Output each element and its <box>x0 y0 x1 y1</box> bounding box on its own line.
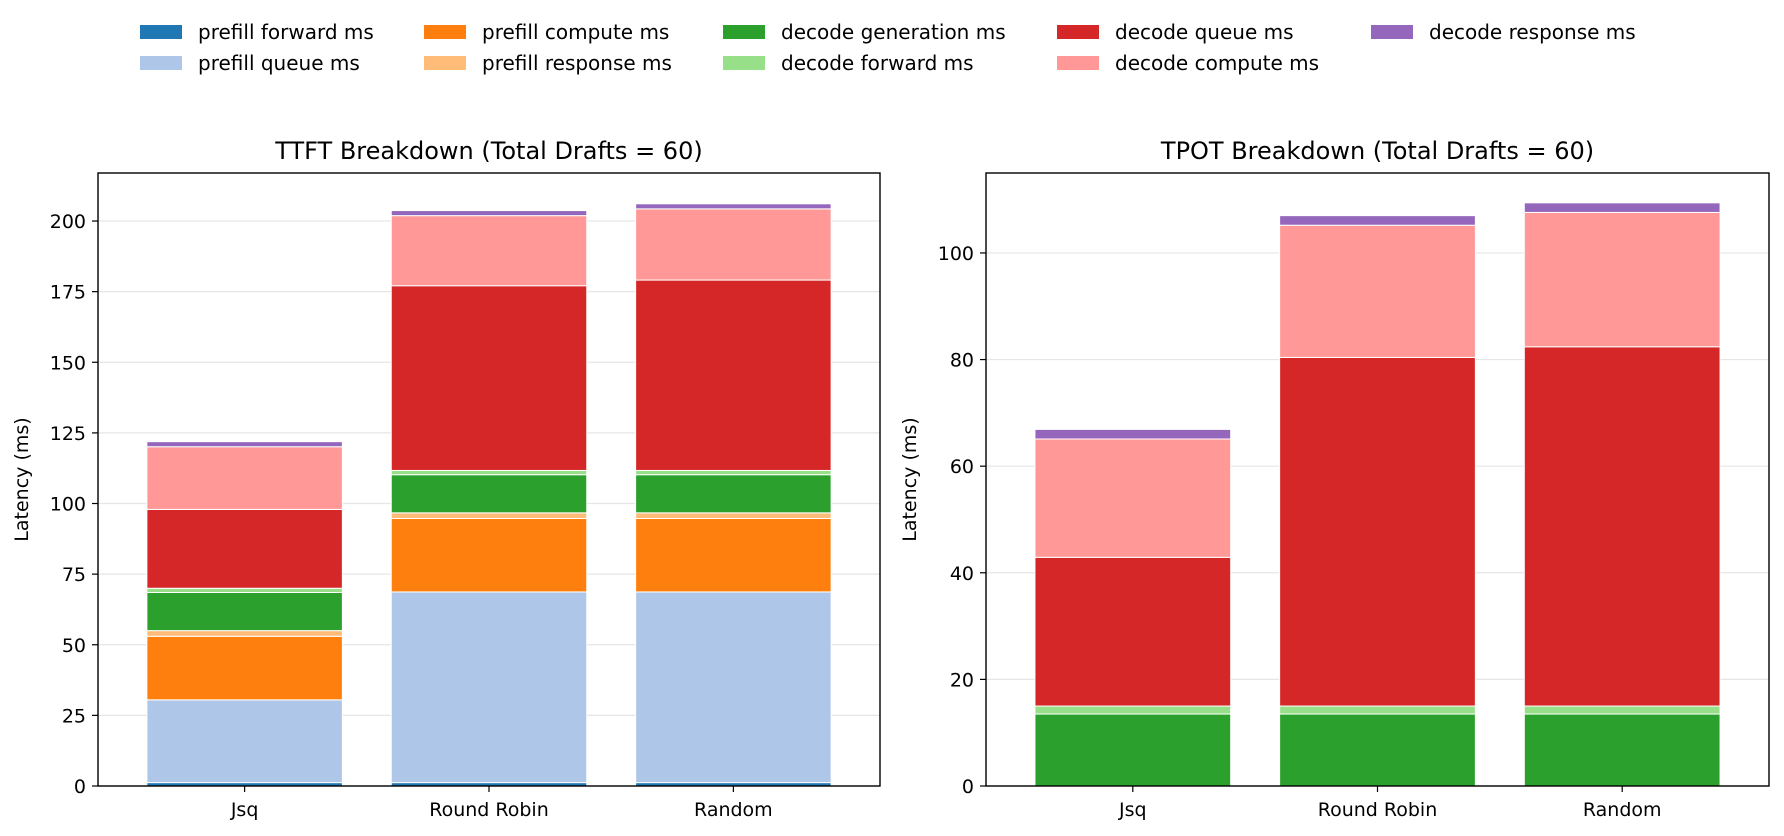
legend-item-decode-response-ms: decode response ms <box>1371 20 1636 44</box>
bar-segment-jsq-decode-compute-ms <box>146 446 343 510</box>
legend-item-prefill-forward-ms: prefill forward ms <box>140 20 374 44</box>
ttft-panel: Jsq Round Robin Random 0 25 50 75 100 125 150 175 2… <box>11 137 881 821</box>
legend-swatch <box>723 56 765 70</box>
y-tick-label: 150 <box>50 352 86 374</box>
x-tick-label: Round Robin <box>429 799 549 821</box>
x-tick-label: Random <box>1583 799 1662 821</box>
y-axis-label: Latency (ms) <box>899 417 921 541</box>
bar-segment-round-robin-decode-compute-ms <box>390 215 588 287</box>
legend-item-decode-compute-ms: decode compute ms <box>1057 51 1319 75</box>
chart-title: TPOT Breakdown (Total Drafts = 60) <box>1160 137 1594 165</box>
bar-segment-jsq-decode-queue-ms <box>146 508 343 589</box>
bar-segment-random-prefill-response-ms <box>635 512 832 519</box>
y-tick-label: 50 <box>62 635 86 657</box>
chart-title: TTFT Breakdown (Total Drafts = 60) <box>274 137 702 165</box>
bar-segment-random-decode-generation-ms <box>1523 713 1721 787</box>
legend-item-decode-forward-ms: decode forward ms <box>723 51 974 75</box>
x-tick-label: Jsq <box>1118 799 1147 821</box>
y-axis-label: Latency (ms) <box>11 417 33 541</box>
bar-segment-jsq-prefill-compute-ms <box>146 635 343 701</box>
bar-segment-round-robin-decode-queue-ms <box>1279 356 1476 707</box>
y-tick-label: 125 <box>50 423 86 445</box>
legend-item-prefill-queue-ms: prefill queue ms <box>140 51 360 75</box>
bar-segment-random-prefill-compute-ms <box>635 517 832 593</box>
x-tick-label: Random <box>694 799 773 821</box>
legend-item-prefill-response-ms: prefill response ms <box>424 51 672 75</box>
legend-swatch <box>140 25 182 39</box>
legend-swatch <box>1057 56 1099 70</box>
y-tick-label: 0 <box>962 776 974 798</box>
legend-label: prefill compute ms <box>482 20 669 44</box>
bar-segment-round-robin-prefill-response-ms <box>390 512 588 519</box>
legend: prefill forward ms prefill queue ms prefil… <box>140 20 1636 75</box>
legend-swatch <box>1057 25 1099 39</box>
y-tick-label: 75 <box>62 564 86 586</box>
bar-segment-random-decode-response-ms <box>635 203 832 210</box>
bar-segment-round-robin-decode-response-ms <box>390 210 588 217</box>
legend-label: prefill response ms <box>482 51 672 75</box>
bar-segment-jsq-decode-generation-ms <box>146 591 343 632</box>
y-tick-label: 200 <box>50 211 86 233</box>
legend-swatch <box>1371 25 1413 39</box>
bar-segment-random-decode-generation-ms <box>635 474 832 514</box>
tpot-panel: Jsq Round Robin Random 0 20 40 60 80 100 TPOT Bre… <box>899 137 1770 821</box>
legend-swatch <box>424 56 466 70</box>
bar-segment-round-robin-decode-forward-ms <box>1279 705 1476 715</box>
bar-segment-round-robin-decode-response-ms <box>1279 215 1476 226</box>
bar-segment-round-robin-decode-generation-ms <box>390 474 588 514</box>
y-tick-label: 100 <box>938 243 974 265</box>
legend-swatch <box>424 25 466 39</box>
bar-segment-jsq-decode-forward-ms <box>146 587 343 593</box>
axes-frame <box>985 172 1770 787</box>
bar-segment-round-robin-decode-generation-ms <box>1279 713 1476 787</box>
bar-segment-jsq-decode-forward-ms <box>1034 705 1232 715</box>
bar-segment-jsq-decode-response-ms <box>146 441 343 448</box>
bar-segment-round-robin-decode-queue-ms <box>390 285 588 471</box>
legend-item-decode-generation-ms: decode generation ms <box>723 20 1006 44</box>
legend-label: prefill queue ms <box>198 51 360 75</box>
bar-segment-random-decode-compute-ms <box>635 208 832 281</box>
legend-item-decode-queue-ms: decode queue ms <box>1057 20 1294 44</box>
legend-label: decode forward ms <box>781 51 974 75</box>
bar-segment-jsq-decode-generation-ms <box>1034 713 1232 787</box>
bar-segment-random-decode-compute-ms <box>1523 211 1721 348</box>
y-tick-label: 40 <box>950 563 974 585</box>
bar-segment-jsq-prefill-queue-ms <box>146 699 343 784</box>
y-tick-label: 20 <box>950 669 974 691</box>
bar-segment-round-robin-decode-forward-ms <box>390 469 588 476</box>
x-tick-label: Jsq <box>230 799 259 821</box>
legend-label: decode response ms <box>1429 20 1636 44</box>
y-tick-label: 60 <box>950 456 974 478</box>
bar-segment-jsq-decode-queue-ms <box>1034 556 1232 707</box>
y-tick-label: 175 <box>50 282 86 304</box>
bar-segment-round-robin-prefill-compute-ms <box>390 517 588 593</box>
legend-label: prefill forward ms <box>198 20 374 44</box>
bar-segment-round-robin-decode-compute-ms <box>1279 224 1476 358</box>
legend-label: decode compute ms <box>1115 51 1319 75</box>
bar-segment-random-prefill-queue-ms <box>635 591 832 784</box>
y-tick-label: 0 <box>74 776 86 798</box>
legend-label: decode generation ms <box>781 20 1006 44</box>
bar-segment-random-decode-queue-ms <box>635 279 832 471</box>
y-tick-label: 25 <box>62 705 86 727</box>
bar-segment-random-decode-queue-ms <box>1523 346 1721 707</box>
bar-segment-jsq-decode-response-ms <box>1034 428 1232 440</box>
y-tick-label: 100 <box>50 494 86 516</box>
legend-item-prefill-compute-ms: prefill compute ms <box>424 20 669 44</box>
legend-swatch <box>140 56 182 70</box>
legend-label: decode queue ms <box>1115 20 1294 44</box>
bar-segment-jsq-prefill-response-ms <box>146 630 343 637</box>
y-tick-label: 80 <box>950 350 974 372</box>
bar-segment-round-robin-prefill-queue-ms <box>390 591 588 784</box>
x-tick-label: Round Robin <box>1318 799 1438 821</box>
bar-segment-random-decode-forward-ms <box>1523 705 1721 715</box>
bar-segment-jsq-decode-compute-ms <box>1034 438 1232 558</box>
bar-segment-random-decode-forward-ms <box>635 469 832 476</box>
legend-swatch <box>723 25 765 39</box>
bar-segment-random-decode-response-ms <box>1523 202 1721 213</box>
axes-frame <box>97 172 881 787</box>
